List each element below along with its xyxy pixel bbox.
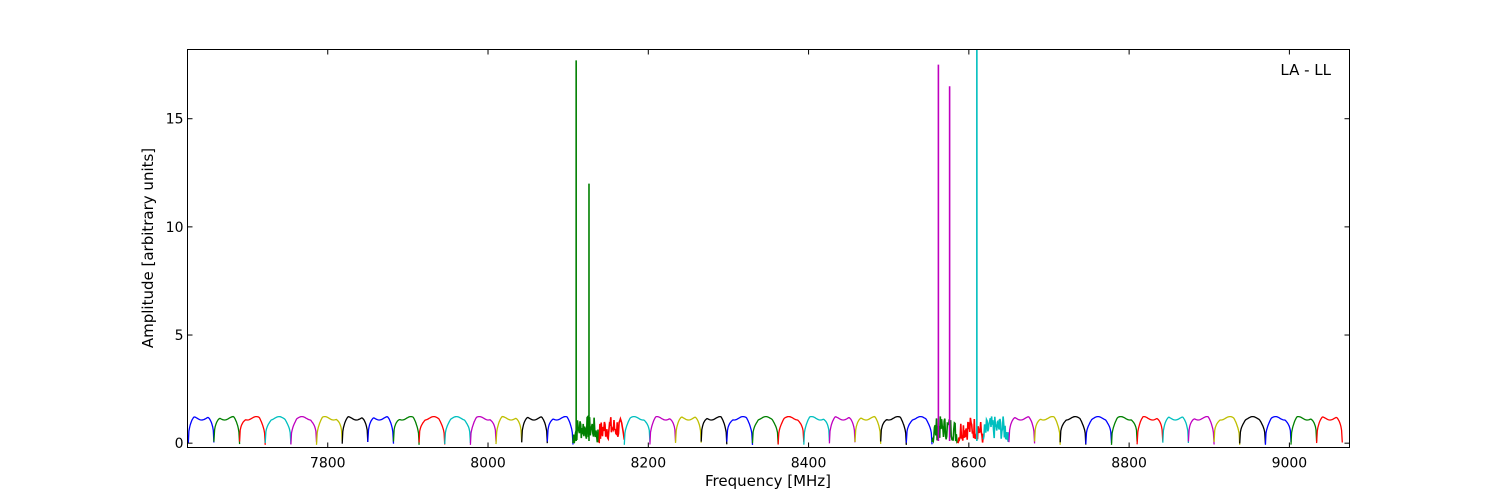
- y-tick-label: 0: [175, 436, 184, 452]
- x-tick-label: 8200: [630, 456, 666, 472]
- y-tick-label: 15: [166, 112, 184, 128]
- x-tick-label: 8400: [791, 456, 827, 472]
- channel-line-13: [495, 415, 523, 445]
- channel-line-2: [213, 415, 241, 445]
- channel-line-3: [238, 415, 266, 445]
- channel-line-5: [290, 415, 318, 445]
- channel-line-27: [854, 415, 882, 444]
- channel-line-37: [1110, 415, 1138, 445]
- x-tick-label: 8600: [951, 456, 987, 472]
- channel-line-8: [367, 416, 395, 444]
- channel-line-24: [777, 415, 805, 445]
- channel-line-44: [1290, 415, 1318, 445]
- channel-line-18: [623, 415, 651, 445]
- channel-line-19: [649, 415, 677, 445]
- channel-line-20: [674, 416, 702, 443]
- channel-line-11: [444, 415, 472, 445]
- y-tick-label: 10: [166, 220, 184, 236]
- channel-line-42: [1239, 415, 1267, 444]
- channel-line-1: [187, 416, 215, 444]
- channel-line-7: [341, 416, 369, 444]
- channel-line-28: [880, 415, 907, 445]
- channel-line-41: [1213, 415, 1241, 445]
- spike-layer: [575, 49, 978, 442]
- channel-line-32: [982, 416, 1010, 443]
- channel-line-4: [264, 415, 292, 445]
- channel-line-40: [1187, 415, 1215, 445]
- channel-line-22: [726, 415, 754, 445]
- channel-line-26: [828, 416, 856, 444]
- channel-line-29: [905, 415, 933, 445]
- y-tick-label: 5: [175, 328, 184, 344]
- channel-line-17: [598, 416, 626, 444]
- channel-line-12: [469, 415, 497, 445]
- channel-line-35: [1059, 415, 1087, 445]
- y-axis-label: Amplitude [arbitrary units]: [139, 148, 157, 348]
- channel-line-23: [751, 415, 779, 444]
- channel-line-16: [572, 414, 600, 444]
- channel-line-15: [546, 415, 574, 445]
- x-tick-label: 7800: [310, 456, 346, 472]
- channel-line-34: [1033, 415, 1061, 445]
- channel-line-43: [1264, 415, 1292, 445]
- plot-background: [187, 49, 1350, 448]
- channel-line-33: [1008, 416, 1036, 444]
- x-tick-label: 8000: [470, 456, 506, 472]
- plot-frame: [187, 49, 1350, 448]
- channel-line-9: [392, 415, 420, 445]
- channel-line-39: [1162, 416, 1190, 444]
- x-tick-label: 9000: [1272, 456, 1308, 472]
- channel-line-6: [315, 415, 343, 445]
- channel-line-14: [521, 416, 548, 444]
- corner-annotation: LA - LL: [1280, 61, 1331, 79]
- channel-line-10: [418, 415, 446, 445]
- channel-line-36: [1085, 415, 1113, 444]
- channel-line-21: [700, 415, 728, 445]
- x-ticks: 7800 8000 8200 8400 8600 8800 9000: [310, 49, 1308, 472]
- channel-line-45: [1315, 416, 1343, 444]
- x-axis-label: Frequency [MHz]: [705, 472, 831, 490]
- x-tick-label: 8800: [1111, 456, 1147, 472]
- y-ticks: 0 5 10 15: [166, 112, 1350, 452]
- channel-line-25: [803, 415, 831, 445]
- channel-line-31: [956, 417, 985, 444]
- channel-line-30: [931, 416, 959, 444]
- channel-line-38: [1136, 415, 1164, 445]
- series-layer: [187, 414, 1343, 445]
